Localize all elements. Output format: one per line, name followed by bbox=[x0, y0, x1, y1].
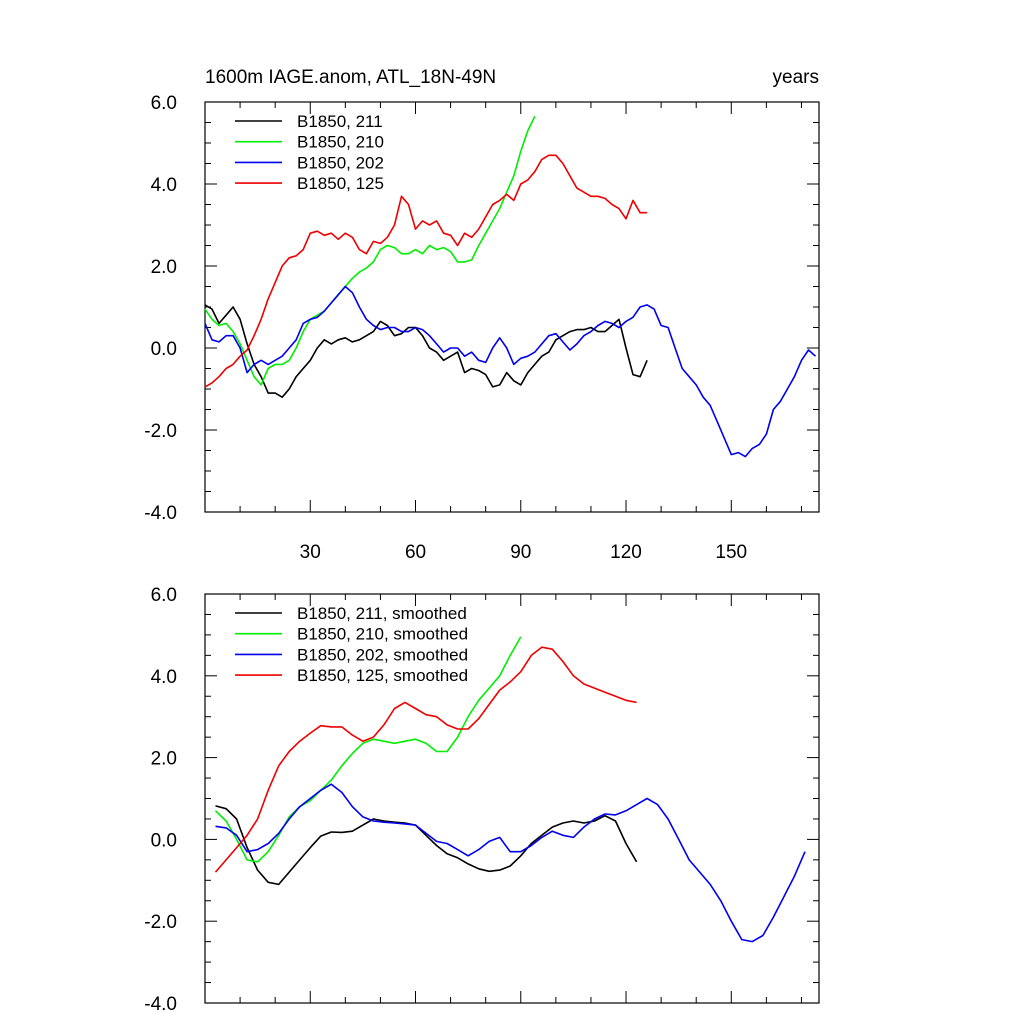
top-panel: 1600m IAGE.anom, ATL_18N-49N years -4.0 -… bbox=[144, 67, 820, 563]
y-tick-label: 0.0 bbox=[151, 830, 177, 851]
x-tick-label: 60 bbox=[405, 542, 426, 563]
legend-label: B1850, 125 bbox=[297, 174, 384, 193]
bottom-panel: -4.0 -2.0 0.0 2.0 4.0 6.0 B1850, 211, smoothed… bbox=[144, 585, 820, 1015]
series-line-1 bbox=[215, 805, 638, 886]
series-line-2 bbox=[214, 636, 522, 863]
legend-label: B1850, 211 bbox=[297, 112, 383, 131]
legend-label: B1850, 202 bbox=[297, 153, 384, 172]
x-tick-label: 120 bbox=[610, 542, 642, 563]
x-tick-label: 30 bbox=[300, 542, 321, 563]
y-tick-label: 0.0 bbox=[151, 339, 177, 360]
x-tick-label: 150 bbox=[715, 542, 747, 563]
y-tick-label: -4.0 bbox=[144, 503, 177, 524]
series-line-4 bbox=[214, 646, 637, 873]
y-tick-label: 4.0 bbox=[151, 175, 177, 196]
legend-label: B1850, 210 bbox=[297, 133, 384, 152]
series-line-3 bbox=[215, 783, 806, 943]
series-line-2 bbox=[204, 115, 536, 386]
y-tick-label: 6.0 bbox=[151, 585, 177, 606]
series-line-3 bbox=[204, 285, 817, 458]
y-tick-label: 4.0 bbox=[151, 667, 177, 688]
y-tick-label: 2.0 bbox=[151, 257, 177, 278]
y-tick-label: 2.0 bbox=[151, 749, 177, 770]
chart-units-label: years bbox=[773, 67, 819, 88]
y-tick-label: -2.0 bbox=[144, 912, 177, 933]
legend-label: B1850, 210, smoothed bbox=[297, 625, 468, 644]
y-tick-label: -4.0 bbox=[144, 994, 177, 1015]
chart-title: 1600m IAGE.anom, ATL_18N-49N bbox=[205, 67, 496, 88]
series-line-1 bbox=[204, 304, 648, 399]
legend-label: B1850, 202, smoothed bbox=[297, 645, 468, 664]
y-tick-label: 6.0 bbox=[151, 93, 177, 114]
legend-label: B1850, 125, smoothed bbox=[297, 666, 468, 685]
x-tick-label: 90 bbox=[510, 542, 531, 563]
legend-label: B1850, 211, smoothed bbox=[297, 604, 467, 623]
y-tick-label: -2.0 bbox=[144, 421, 177, 442]
series-line-4 bbox=[204, 154, 648, 388]
